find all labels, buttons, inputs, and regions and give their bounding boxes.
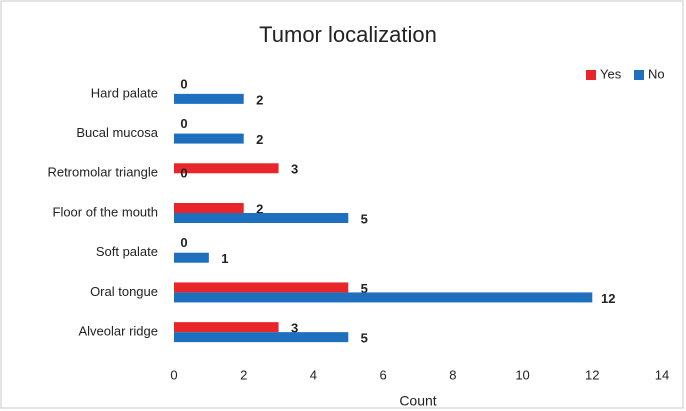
- bar: [174, 163, 279, 174]
- data-label: 0: [180, 76, 187, 91]
- data-label: 5: [361, 281, 368, 296]
- y-tick-label: Bucal mucosa: [76, 125, 158, 140]
- bar: [174, 213, 349, 223]
- x-tick-label: 12: [585, 367, 599, 382]
- chart-title: Tumor localization: [259, 22, 437, 47]
- x-tick-label: 10: [515, 367, 529, 382]
- legend-swatch: [634, 70, 644, 80]
- bar: [174, 332, 349, 343]
- data-label: 2: [256, 132, 263, 147]
- legend-label: Yes: [600, 66, 622, 81]
- bar: [174, 133, 244, 144]
- data-label: 12: [601, 291, 615, 306]
- legend-swatch: [586, 70, 596, 80]
- y-tick-label: Hard palate: [91, 85, 158, 100]
- y-tick-label: Alveolar ridge: [79, 324, 159, 339]
- data-label: 0: [180, 116, 187, 131]
- x-tick-label: 8: [449, 367, 456, 382]
- data-label: 3: [291, 321, 298, 336]
- x-tick-label: 6: [380, 367, 387, 382]
- data-label: 1: [221, 251, 228, 266]
- bar: [174, 282, 349, 293]
- data-label: 2: [256, 92, 263, 107]
- x-tick-label: 4: [310, 367, 317, 382]
- data-label: 5: [361, 211, 368, 226]
- data-label: 5: [361, 331, 368, 346]
- data-label: 2: [256, 201, 263, 216]
- bar: [174, 252, 209, 263]
- x-tick-label: 0: [170, 367, 177, 382]
- data-label: 0: [180, 166, 187, 181]
- x-tick-label: 14: [655, 367, 669, 382]
- y-tick-label: Oral tongue: [90, 284, 158, 299]
- bar: [174, 93, 244, 104]
- y-tick-label: Retromolar triangle: [47, 165, 158, 180]
- x-axis-label: Count: [399, 393, 436, 409]
- legend-label: No: [648, 66, 665, 81]
- y-tick-label: Floor of the mouth: [53, 204, 159, 219]
- bar: [174, 203, 244, 213]
- y-tick-label: Soft palate: [96, 244, 158, 259]
- data-label: 3: [291, 162, 298, 177]
- bar: [174, 292, 593, 303]
- bar: [174, 322, 279, 333]
- data-label: 0: [180, 235, 187, 250]
- x-tick-label: 2: [240, 367, 247, 382]
